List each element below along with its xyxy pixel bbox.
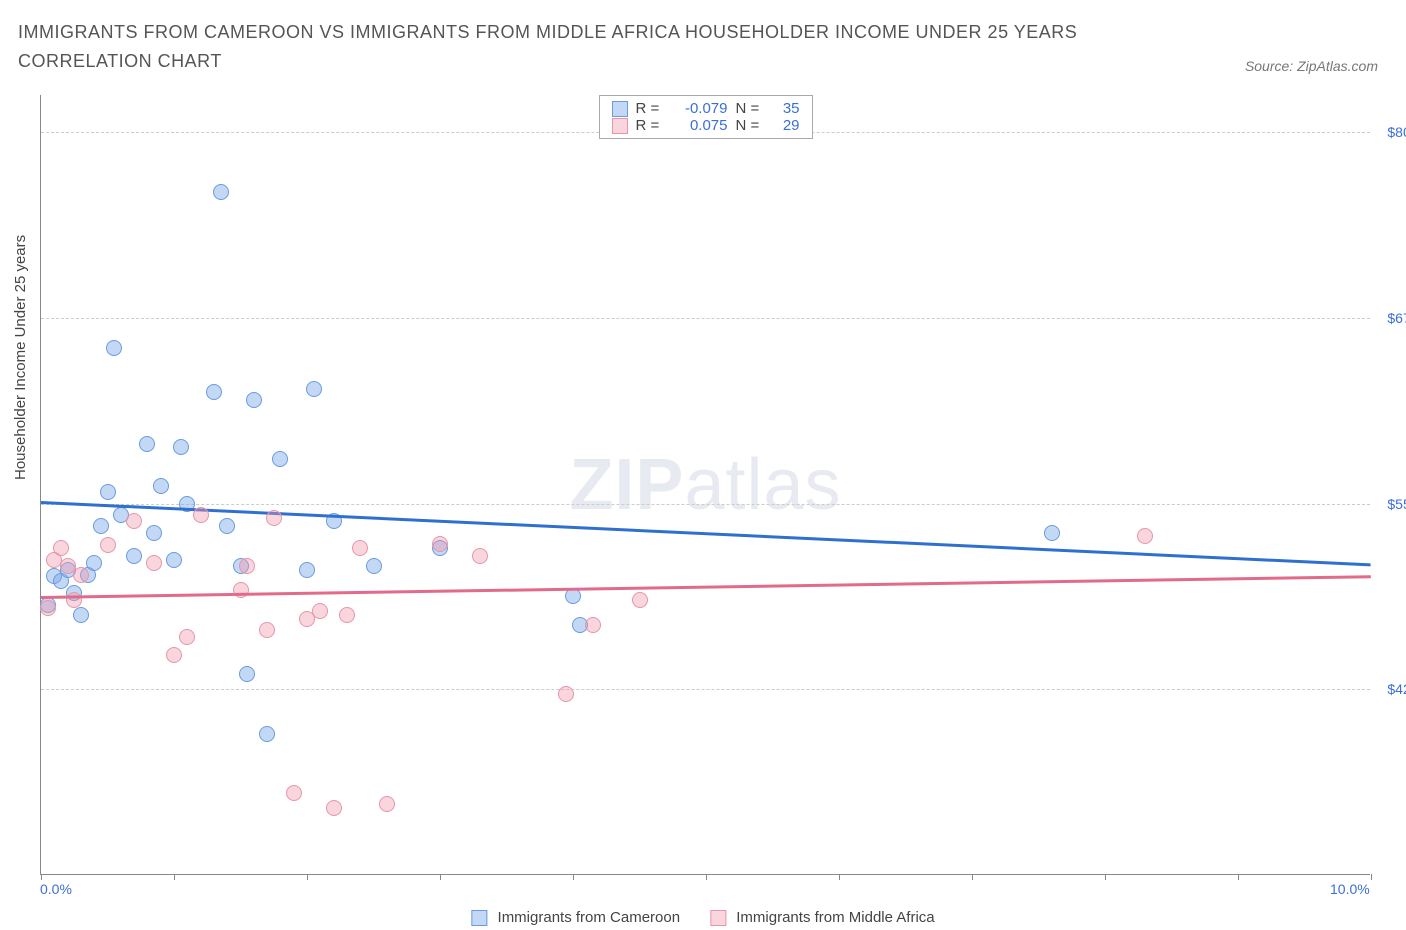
data-point <box>139 436 155 452</box>
scatter-chart: ZIPatlas R = -0.079 N = 35 R = 0.075 N =… <box>40 95 1370 875</box>
y-axis-title: Householder Income Under 25 years <box>12 235 29 480</box>
n-label: N = <box>736 117 764 134</box>
data-point <box>1044 525 1060 541</box>
data-point <box>272 451 288 467</box>
x-tick-label: 0.0% <box>40 881 72 897</box>
data-point <box>213 184 229 200</box>
data-point <box>146 555 162 571</box>
legend-swatch-blue-icon <box>471 910 487 926</box>
data-point <box>86 555 102 571</box>
x-tick <box>706 874 707 880</box>
data-point <box>126 513 142 529</box>
data-point <box>100 484 116 500</box>
data-point <box>259 726 275 742</box>
data-point <box>206 384 222 400</box>
legend-item-2-label: Immigrants from Middle Africa <box>736 909 934 926</box>
data-point <box>352 540 368 556</box>
data-point <box>179 629 195 645</box>
data-point <box>366 558 382 574</box>
data-point <box>432 536 448 552</box>
data-point <box>299 562 315 578</box>
data-point <box>379 796 395 812</box>
x-tick <box>1371 874 1372 880</box>
data-point <box>73 567 89 583</box>
data-point <box>585 617 601 633</box>
data-point <box>558 686 574 702</box>
grid-line <box>41 318 1370 319</box>
data-point <box>239 558 255 574</box>
data-point <box>166 647 182 663</box>
data-point <box>40 600 56 616</box>
legend-swatch-pink-icon <box>710 910 726 926</box>
n-value-1: 35 <box>772 100 800 117</box>
grid-line <box>41 504 1370 505</box>
y-tick-label: $80,000 <box>1378 124 1406 140</box>
data-point <box>193 507 209 523</box>
data-point <box>173 439 189 455</box>
legend-stats-row-1: R = -0.079 N = 35 <box>612 100 800 117</box>
x-tick-label: 10.0% <box>1330 881 1370 897</box>
r-value-2: 0.075 <box>672 117 728 134</box>
x-tick <box>839 874 840 880</box>
data-point <box>632 592 648 608</box>
data-point <box>93 518 109 534</box>
data-point <box>73 607 89 623</box>
legend-item-1: Immigrants from Cameroon <box>471 909 680 926</box>
data-point <box>100 537 116 553</box>
r-label: R = <box>636 117 664 134</box>
data-point <box>246 392 262 408</box>
data-point <box>339 607 355 623</box>
n-value-2: 29 <box>772 117 800 134</box>
data-point <box>146 525 162 541</box>
data-point <box>472 548 488 564</box>
x-tick <box>41 874 42 880</box>
source-citation: Source: ZipAtlas.com <box>1245 58 1378 74</box>
data-point <box>106 340 122 356</box>
legend-item-1-label: Immigrants from Cameroon <box>498 909 681 926</box>
data-point <box>266 510 282 526</box>
y-tick-label: $67,500 <box>1378 310 1406 326</box>
y-tick-label: $55,000 <box>1378 496 1406 512</box>
legend-swatch-blue <box>612 101 628 117</box>
x-tick <box>440 874 441 880</box>
data-point <box>239 666 255 682</box>
x-tick <box>972 874 973 880</box>
legend-stats-row-2: R = 0.075 N = 29 <box>612 117 800 134</box>
r-value-1: -0.079 <box>672 100 728 117</box>
data-point <box>1137 528 1153 544</box>
r-label: R = <box>636 100 664 117</box>
legend-item-2: Immigrants from Middle Africa <box>710 909 935 926</box>
data-point <box>166 552 182 568</box>
data-point <box>312 603 328 619</box>
watermark-rest: atlas <box>684 445 841 525</box>
x-tick <box>1105 874 1106 880</box>
watermark-bold: ZIP <box>569 445 684 525</box>
legend-series: Immigrants from Cameroon Immigrants from… <box>471 909 934 926</box>
watermark: ZIPatlas <box>569 444 841 526</box>
legend-swatch-pink <box>612 118 628 134</box>
data-point <box>259 622 275 638</box>
n-label: N = <box>736 100 764 117</box>
legend-stats: R = -0.079 N = 35 R = 0.075 N = 29 <box>599 95 813 139</box>
trend-line <box>41 501 1371 566</box>
data-point <box>306 381 322 397</box>
data-point <box>286 785 302 801</box>
data-point <box>126 548 142 564</box>
chart-title: IMMIGRANTS FROM CAMEROON VS IMMIGRANTS F… <box>18 18 1118 76</box>
data-point <box>219 518 235 534</box>
data-point <box>53 540 69 556</box>
x-tick <box>307 874 308 880</box>
x-tick <box>573 874 574 880</box>
grid-line <box>41 689 1370 690</box>
data-point <box>326 800 342 816</box>
y-tick-label: $42,500 <box>1378 681 1406 697</box>
x-tick <box>1238 874 1239 880</box>
x-tick <box>174 874 175 880</box>
data-point <box>153 478 169 494</box>
